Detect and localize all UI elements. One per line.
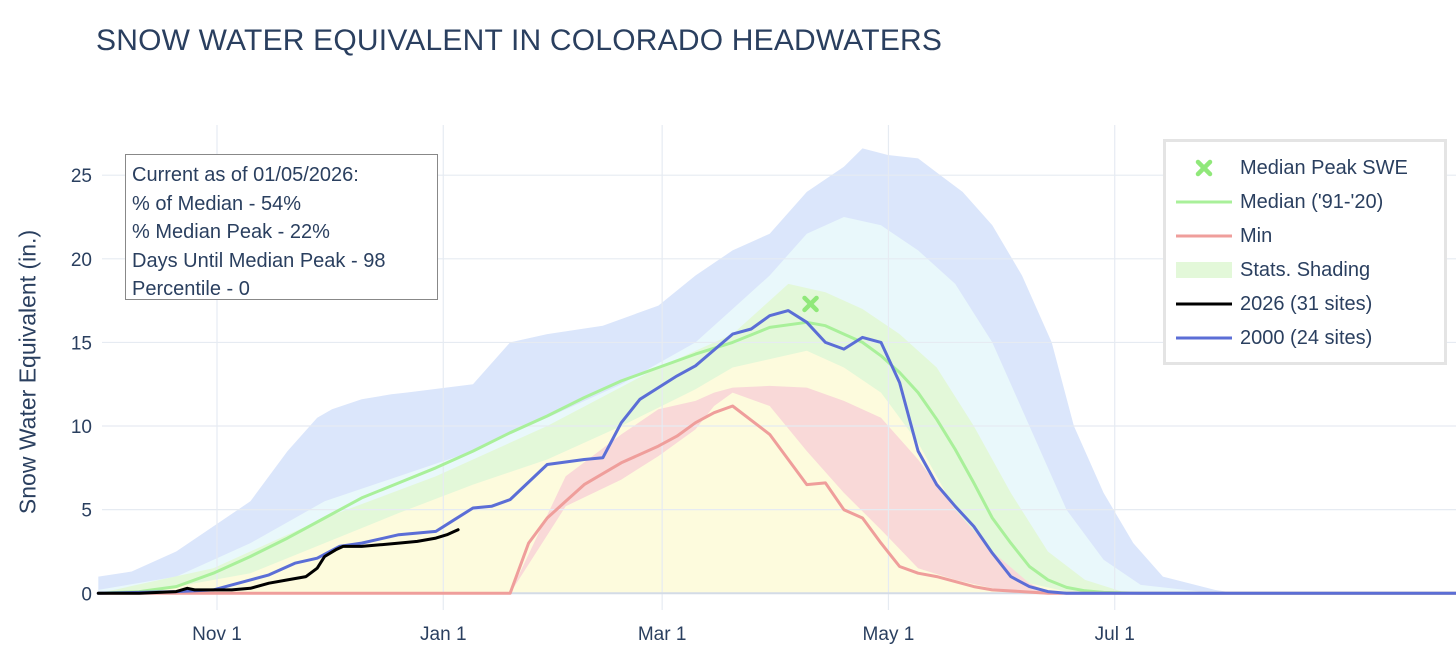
y-tick-label: 25 bbox=[71, 166, 92, 187]
markers bbox=[802, 295, 819, 313]
x-icon bbox=[1195, 159, 1213, 177]
legend-label: Median ('91-'20) bbox=[1240, 191, 1384, 213]
y-axis-ticks: 0 5 10 15 20 25 bbox=[71, 166, 92, 605]
y-tick-label: 0 bbox=[81, 584, 92, 605]
status-annotation-box: Current as of 01/05/2026: % of Median - … bbox=[125, 154, 438, 300]
legend-symbol bbox=[1176, 302, 1232, 306]
legend-item[interactable]: 2000 (24 sites) bbox=[1166, 324, 1444, 352]
annotation-line: % of Median - 54% bbox=[132, 192, 301, 215]
x-tick-label: Jan 1 bbox=[420, 624, 466, 645]
marker-stroke bbox=[802, 295, 819, 313]
legend-label: Median Peak SWE bbox=[1240, 157, 1408, 179]
x-axis-ticks: Nov 1 Jan 1 Mar 1 May 1 Jul 1 bbox=[192, 624, 1135, 645]
legend-symbol bbox=[1176, 336, 1232, 340]
y-tick-label: 15 bbox=[71, 333, 92, 354]
area-swatch bbox=[1176, 262, 1232, 278]
series-line bbox=[96, 528, 460, 595]
legend-symbol bbox=[1176, 234, 1232, 238]
annotation-line: Days Until Median Peak - 98 bbox=[132, 249, 386, 272]
annotation-line: Percentile - 0 bbox=[132, 278, 250, 300]
x-tick-label: May 1 bbox=[863, 624, 915, 645]
legend-label: Min bbox=[1240, 225, 1273, 247]
legend-item[interactable]: Median Peak SWE bbox=[1166, 154, 1444, 182]
y-tick-label: 20 bbox=[71, 250, 92, 271]
legend-label: 2026 (31 sites) bbox=[1240, 293, 1373, 315]
x-tick-label: Nov 1 bbox=[192, 624, 242, 645]
legend-symbol bbox=[1195, 159, 1213, 177]
legend-item[interactable]: Min bbox=[1166, 222, 1444, 250]
annotation-line: % Median Peak - 22% bbox=[132, 221, 330, 243]
annotation-line: Current as of 01/05/2026: bbox=[132, 164, 359, 186]
y-tick-label: 10 bbox=[71, 417, 92, 438]
y-tick-label: 5 bbox=[81, 501, 92, 522]
chart-title: SNOW WATER EQUIVALENT IN COLORADO HEADWA… bbox=[96, 24, 943, 57]
stat-bands bbox=[98, 148, 1456, 594]
median-peak-marker bbox=[802, 295, 819, 313]
legend-symbol bbox=[1176, 200, 1232, 204]
legend-label: 2000 (24 sites) bbox=[1240, 327, 1373, 349]
chart-legend: Median Peak SWE Median ('91-'20) Min Stats.… bbox=[1163, 139, 1447, 365]
legend-item[interactable]: 2026 (31 sites) bbox=[1166, 290, 1444, 318]
legend-item[interactable]: Median ('91-'20) bbox=[1166, 188, 1444, 216]
series-line bbox=[96, 404, 1456, 595]
x-tick-label: Mar 1 bbox=[638, 624, 687, 645]
legend-symbol bbox=[1176, 262, 1232, 278]
band-3 bbox=[98, 350, 1456, 594]
y-axis-label: Snow Water Equivalent (in.) bbox=[14, 229, 41, 515]
x-tick-label: Jul 1 bbox=[1095, 624, 1135, 645]
legend-label: Stats. Shading bbox=[1240, 259, 1371, 281]
legend-item[interactable]: Stats. Shading bbox=[1166, 256, 1444, 284]
series-lines bbox=[96, 309, 1456, 595]
